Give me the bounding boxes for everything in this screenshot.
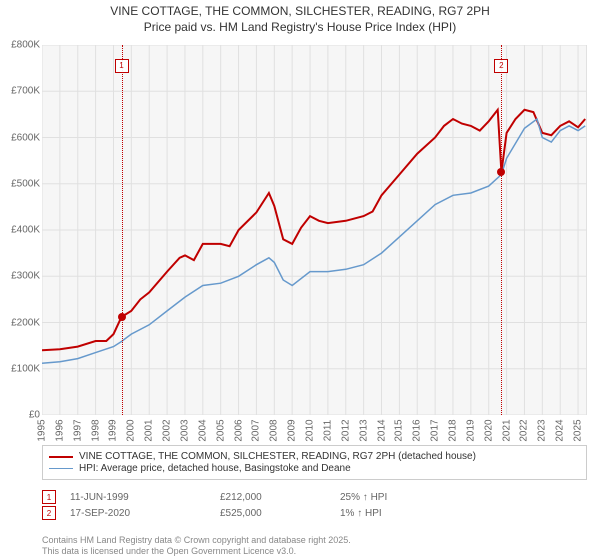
x-tick-label: 1998 [90,419,101,441]
y-tick-label: £600K [0,132,40,143]
x-tick-label: 2005 [215,419,226,441]
footer-note: Contains HM Land Registry data © Crown c… [42,535,351,557]
x-tick-label: 2020 [483,419,494,441]
chart-svg [42,45,587,415]
sales-row: 1 11-JUN-1999 £212,000 25% ↑ HPI [42,490,440,504]
x-tick-label: 2025 [573,419,584,441]
chart-area [42,45,587,415]
x-tick-label: 2004 [197,419,208,441]
sale-dot-icon [497,168,505,176]
y-tick-label: £100K [0,363,40,374]
x-tick-label: 2018 [447,419,458,441]
sale-diff: 1% ↑ HPI [340,508,440,519]
sale-dot-icon [118,313,126,321]
x-tick-label: 2010 [305,419,316,441]
x-tick-label: 2014 [376,419,387,441]
title-line2: Price paid vs. HM Land Registry's House … [0,20,600,36]
legend-label: VINE COTTAGE, THE COMMON, SILCHESTER, RE… [79,451,476,462]
sale-date: 11-JUN-1999 [70,492,220,503]
legend-row: HPI: Average price, detached house, Basi… [49,463,580,474]
x-tick-label: 2013 [358,419,369,441]
x-tick-label: 1996 [54,419,65,441]
y-tick-label: £0 [0,410,40,421]
sale-date: 17-SEP-2020 [70,508,220,519]
title-block: VINE COTTAGE, THE COMMON, SILCHESTER, RE… [0,0,600,35]
x-tick-label: 2023 [537,419,548,441]
x-tick-label: 2019 [465,419,476,441]
y-tick-label: £500K [0,178,40,189]
title-line1: VINE COTTAGE, THE COMMON, SILCHESTER, RE… [0,4,600,20]
footer-line1: Contains HM Land Registry data © Crown c… [42,535,351,546]
x-tick-label: 2007 [251,419,262,441]
x-tick-label: 2009 [287,419,298,441]
legend-box: VINE COTTAGE, THE COMMON, SILCHESTER, RE… [42,445,587,480]
x-tick-label: 1995 [37,419,48,441]
legend-label: HPI: Average price, detached house, Basi… [79,463,351,474]
x-tick-label: 2001 [144,419,155,441]
x-tick-label: 2016 [412,419,423,441]
sale-vline [501,45,502,415]
x-tick-label: 2012 [340,419,351,441]
y-tick-label: £200K [0,317,40,328]
x-tick-label: 2017 [430,419,441,441]
x-tick-label: 1997 [72,419,83,441]
sale-marker-icon: 2 [42,506,56,520]
sale-marker-icon: 1 [42,490,56,504]
x-tick-label: 2022 [519,419,530,441]
x-tick-label: 1999 [108,419,119,441]
y-tick-label: £700K [0,86,40,97]
x-tick-label: 2002 [162,419,173,441]
x-tick-label: 2011 [322,420,333,442]
y-tick-label: £300K [0,271,40,282]
x-tick-label: 2008 [269,419,280,441]
chart-container: VINE COTTAGE, THE COMMON, SILCHESTER, RE… [0,0,600,560]
legend-swatch-icon [49,468,73,469]
sale-vline [122,45,123,415]
y-tick-label: £800K [0,40,40,51]
x-tick-label: 2006 [233,419,244,441]
x-tick-label: 2003 [179,419,190,441]
sales-table: 1 11-JUN-1999 £212,000 25% ↑ HPI 2 17-SE… [42,488,440,522]
sale-diff: 25% ↑ HPI [340,492,440,503]
legend-row: VINE COTTAGE, THE COMMON, SILCHESTER, RE… [49,451,580,462]
sales-row: 2 17-SEP-2020 £525,000 1% ↑ HPI [42,506,440,520]
y-tick-label: £400K [0,225,40,236]
x-tick-label: 2021 [501,419,512,441]
x-tick-label: 2015 [394,419,405,441]
sale-price: £525,000 [220,508,340,519]
sale-marker-icon: 1 [115,59,129,73]
sale-price: £212,000 [220,492,340,503]
x-tick-label: 2000 [126,419,137,441]
x-tick-label: 2024 [555,419,566,441]
legend-swatch-icon [49,456,73,458]
sale-marker-icon: 2 [494,59,508,73]
footer-line2: This data is licensed under the Open Gov… [42,546,351,557]
